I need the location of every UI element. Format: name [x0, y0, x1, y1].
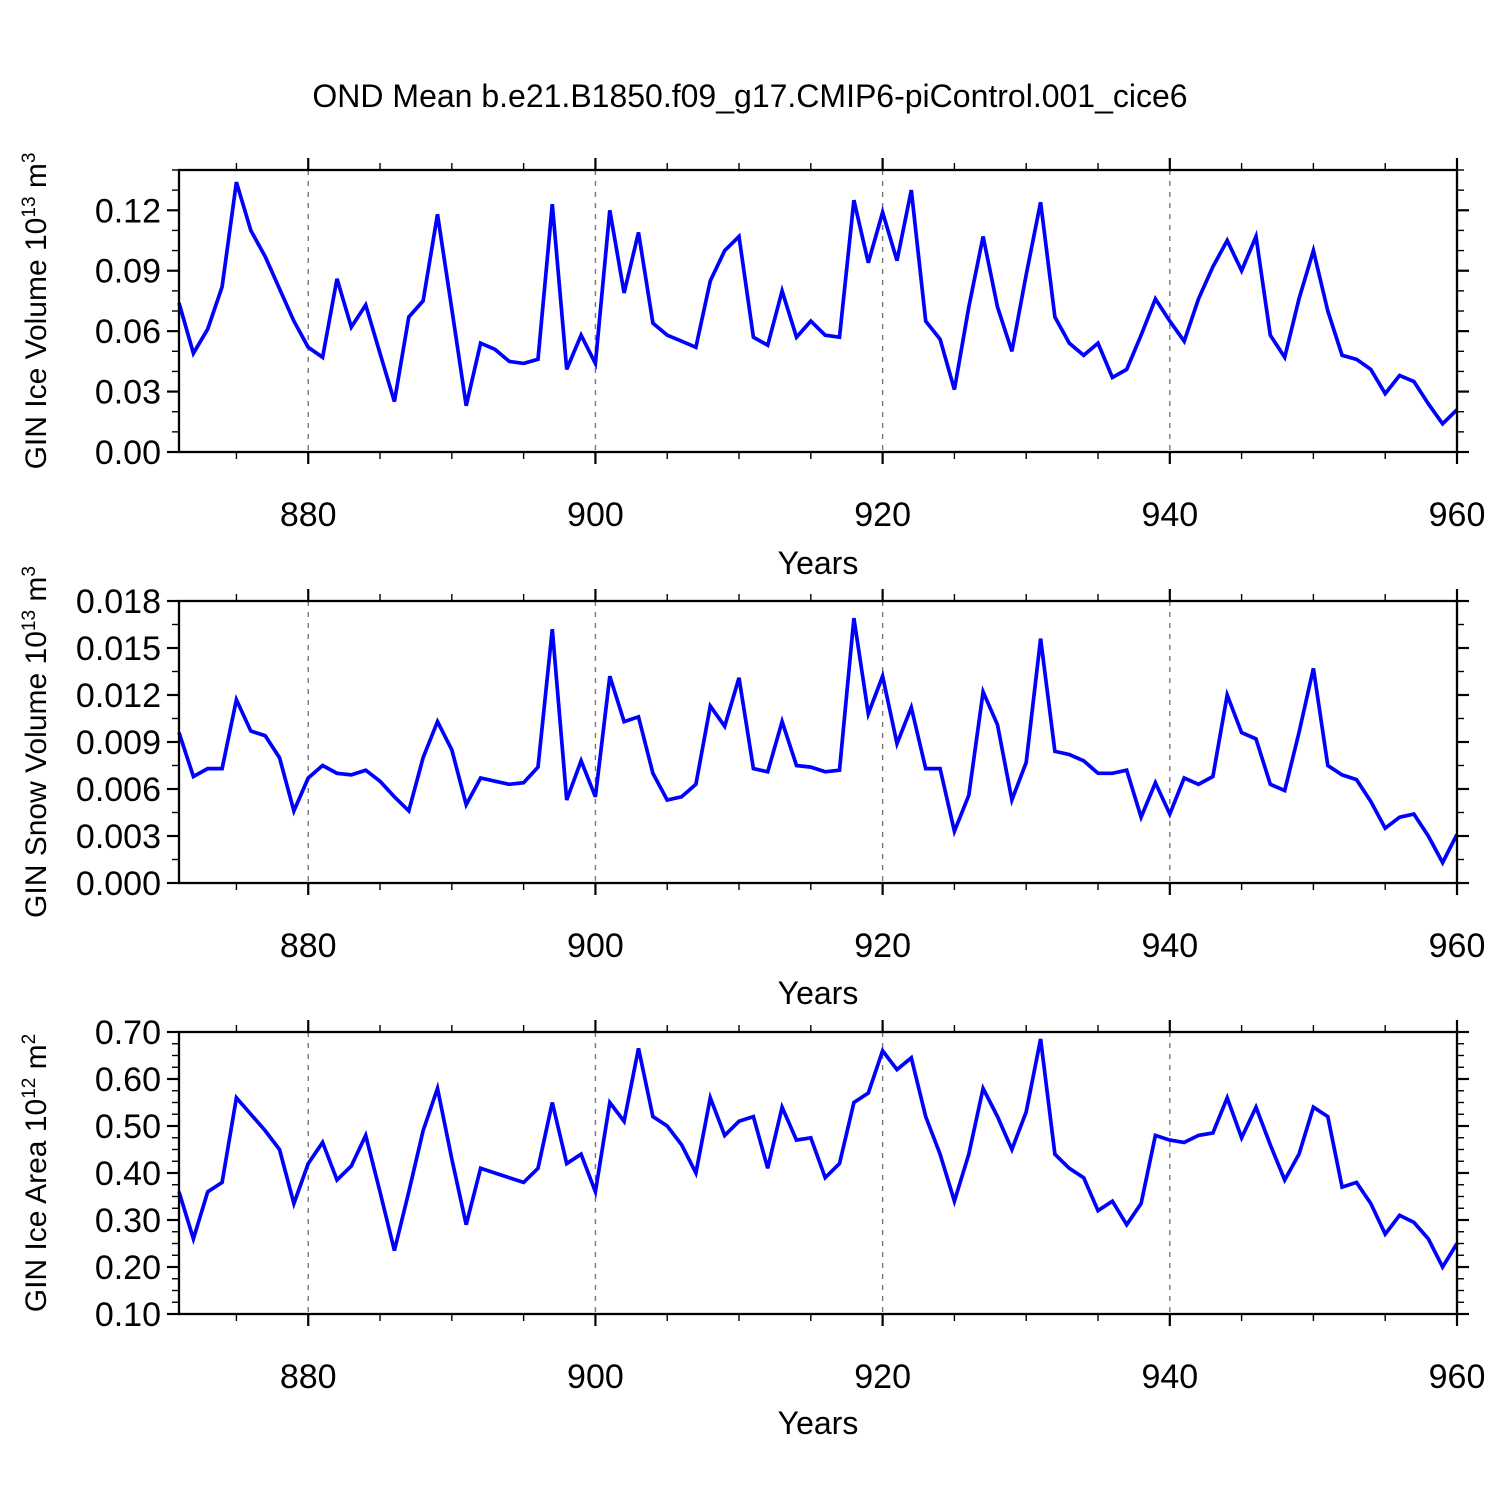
- superscript: 3: [19, 566, 40, 577]
- superscript: 3: [19, 152, 40, 164]
- superscript: 2: [19, 1033, 40, 1045]
- y-axis-label-text: GIN Ice Volume 10: [20, 217, 53, 470]
- x-tick-label: 960: [1429, 496, 1486, 534]
- x-tick-label: 880: [280, 496, 337, 534]
- x-tick-label: 960: [1429, 927, 1486, 965]
- y-axis-ticks: [167, 599, 1469, 885]
- y-tick-labels: 0.00 0.03 0.06 0.09 0.12: [95, 192, 161, 472]
- y-tick-label: 0.30: [95, 1202, 161, 1240]
- x-tick-label: 880: [280, 927, 337, 965]
- superscript: 13: [19, 609, 40, 632]
- superscript: 12: [19, 1077, 40, 1099]
- x-tick-label: 900: [567, 1358, 624, 1396]
- x-tick-label: 900: [567, 496, 624, 534]
- superscript: 13: [19, 196, 40, 218]
- x-axis-label-years: Years: [777, 1405, 859, 1441]
- y-tick-label: 0.012: [76, 677, 161, 715]
- x-axis-label-years: Years: [777, 975, 859, 1011]
- y-tick-label: 0.20: [95, 1249, 161, 1287]
- x-tick-label: 900: [567, 927, 624, 965]
- plot-border: [177, 599, 1459, 885]
- chart-title: OND Mean b.e21.B1850.f09_g17.CMIP6-piCon…: [312, 78, 1188, 114]
- y-tick-label: 0.018: [76, 583, 161, 621]
- y-tick-label: 0.03: [95, 374, 161, 412]
- y-axis-ticks: [167, 169, 1469, 454]
- y-tick-label: 0.12: [95, 192, 161, 230]
- x-axis-ticks: [235, 1020, 1459, 1326]
- x-tick-labels: 880 900 920 940 960: [280, 927, 1485, 965]
- y-tick-label: 0.003: [76, 818, 161, 856]
- data-line: [177, 1038, 1459, 1271]
- y-axis-ticks: [167, 1030, 1469, 1316]
- x-axis-ticks: [235, 589, 1459, 895]
- x-tick-label: 880: [280, 1358, 337, 1396]
- x-tick-label: 920: [854, 927, 911, 965]
- plot-border: [177, 1030, 1459, 1316]
- y-tick-labels: 0.000 0.003 0.006 0.009 0.012 0.015 0.018: [76, 583, 161, 903]
- x-tick-label: 920: [854, 1358, 911, 1396]
- y-tick-label: 0.006: [76, 771, 161, 809]
- y-tick-label: 0.09: [95, 253, 161, 291]
- y-tick-label: 0.40: [95, 1155, 161, 1193]
- y-axis-label-text: m: [20, 163, 53, 197]
- y-tick-label: 0.10: [95, 1296, 161, 1334]
- x-tick-label: 920: [854, 496, 911, 534]
- y-axis-label-text: m: [20, 1044, 53, 1078]
- gridlines: [307, 601, 1171, 883]
- data-line: [177, 617, 1459, 867]
- y-tick-label: 0.70: [95, 1014, 161, 1052]
- y-tick-label: 0.015: [76, 630, 161, 668]
- y-axis-label-text: m: [20, 576, 53, 610]
- x-axis-label-years: Years: [777, 545, 859, 581]
- y-axis-label-ice-area: GIN Ice Area 1012 m2: [8, 873, 53, 1473]
- y-tick-label: 0.60: [95, 1061, 161, 1099]
- x-tick-label: 940: [1141, 927, 1198, 965]
- y-tick-label: 0.000: [76, 865, 161, 903]
- y-axis-label-text: GIN Ice Area 10: [20, 1098, 53, 1313]
- x-tick-labels: 880 900 920 940 960: [280, 1358, 1485, 1396]
- x-axis-ticks: [235, 158, 1459, 464]
- data-line: [177, 181, 1459, 427]
- gridlines: [307, 1032, 1171, 1314]
- y-tick-label: 0.50: [95, 1108, 161, 1146]
- x-tick-label: 940: [1141, 1358, 1198, 1396]
- x-tick-labels: 880 900 920 940 960: [280, 496, 1485, 534]
- gin-snow-volume-plot: 880 900 920 940 960 0.000 0.003 0.006 0.009 0.012…: [76, 583, 1485, 965]
- y-tick-labels: 0.10 0.20 0.30 0.40 0.50 0.60 0.70: [95, 1014, 161, 1334]
- y-tick-label: 0.00: [95, 434, 161, 472]
- gin-ice-area-plot: 880 900 920 940 9600.100.200.300.400.500.600…: [95, 1014, 1486, 1396]
- x-tick-label: 940: [1141, 496, 1198, 534]
- y-tick-label: 0.06: [95, 313, 161, 351]
- x-tick-label: 960: [1429, 1358, 1486, 1396]
- gin-ice-volume-plot: 880 900 920 940 960 0.00 0.03 0.06 0.09 0.12: [95, 158, 1485, 534]
- y-tick-label: 0.009: [76, 724, 161, 762]
